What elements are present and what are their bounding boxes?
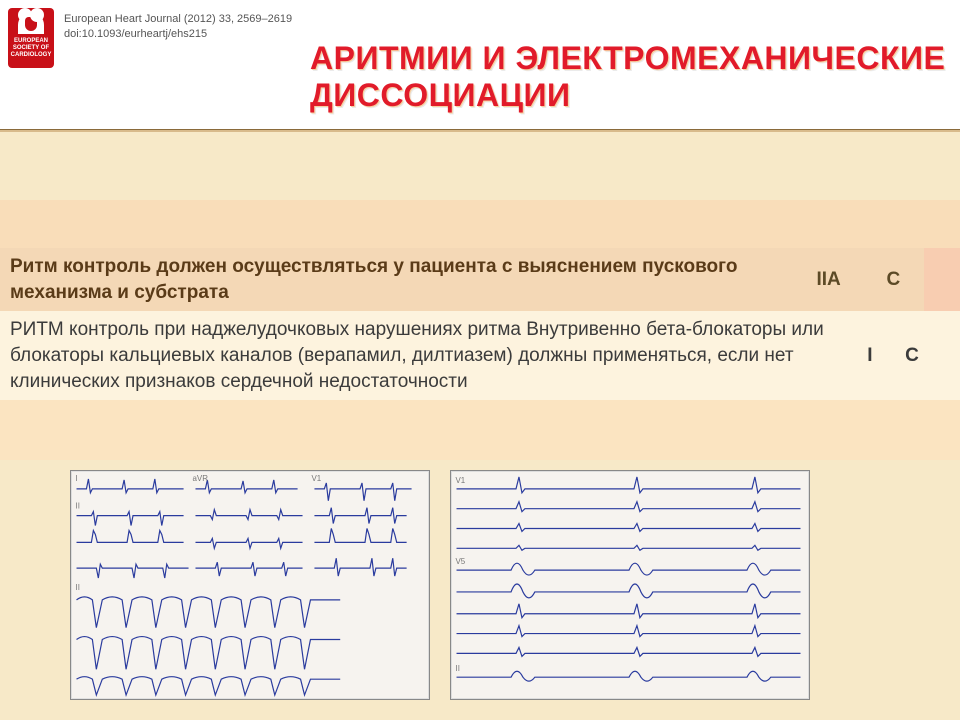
slide-title: АРИТМИИ И ЭЛЕКТРОМЕХАНИЧЕСКИЕ ДИССОЦИАЦИ… — [310, 40, 950, 114]
table-row: Ритм контроль должен осуществляться у па… — [0, 248, 960, 311]
slide: EUROPEAN SOCIETY OF CARDIOLOGY European … — [0, 0, 960, 720]
svg-text:V1: V1 — [311, 474, 321, 483]
journal-block: EUROPEAN SOCIETY OF CARDIOLOGY European … — [8, 8, 292, 68]
ecg-figure-1: I aVR V1 II II — [70, 470, 430, 700]
table-row: РИТМ контроль при наджелудочковых наруше… — [0, 311, 960, 400]
svg-text:aVR: aVR — [193, 474, 209, 483]
svg-text:V1: V1 — [456, 476, 466, 485]
header: EUROPEAN SOCIETY OF CARDIOLOGY European … — [0, 0, 960, 130]
rec-text: РИТМ контроль при наджелудочковых наруше… — [0, 311, 848, 400]
journal-line2: doi:10.1093/eurheartj/ehs215 — [64, 27, 292, 42]
esc-logo: EUROPEAN SOCIETY OF CARDIOLOGY — [8, 8, 54, 68]
journal-line1: European Heart Journal (2012) 33, 2569–2… — [64, 12, 292, 27]
svg-text:V5: V5 — [456, 557, 466, 566]
recommendations-table: Ритм контроль должен осуществляться у па… — [0, 200, 960, 400]
rec-class: IIA — [794, 248, 863, 311]
rec-extra — [932, 311, 960, 400]
svg-text:I: I — [76, 474, 78, 483]
svg-text:II: II — [76, 583, 80, 592]
journal-citation: European Heart Journal (2012) 33, 2569–2… — [64, 8, 292, 43]
svg-text:II: II — [76, 502, 80, 511]
ecg-svg-1: I aVR V1 II II — [71, 471, 429, 699]
rec-extra — [924, 248, 960, 311]
rec-level: C — [863, 248, 924, 311]
rec-class: I — [848, 311, 892, 400]
svg-text:II: II — [456, 664, 460, 673]
th-recommendation — [0, 200, 770, 248]
ecg-svg-2: V1 V5 II — [451, 471, 809, 699]
rec-text: Ритм контроль должен осуществляться у па… — [0, 248, 794, 311]
th-level — [850, 200, 920, 248]
table-header-row — [0, 200, 960, 248]
esc-logo-text: EUROPEAN SOCIETY OF CARDIOLOGY — [8, 38, 54, 59]
ecg-figure-2: V1 V5 II — [450, 470, 810, 700]
th-extra — [920, 200, 960, 248]
th-class — [770, 200, 850, 248]
rec-level: C — [892, 311, 932, 400]
